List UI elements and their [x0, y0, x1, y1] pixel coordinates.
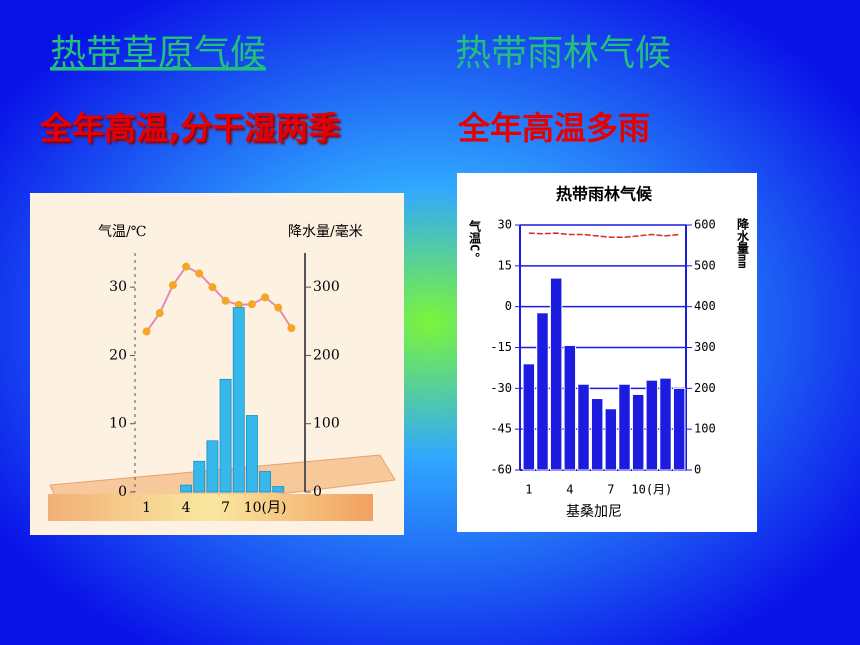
- marker: [221, 296, 230, 305]
- x-tick-label: 10(月): [244, 500, 287, 516]
- bar: [549, 277, 563, 471]
- ground-front: [48, 494, 373, 521]
- y2-tick-label: 0: [694, 463, 701, 477]
- marker: [234, 300, 243, 309]
- bar: [232, 307, 245, 493]
- marker: [208, 283, 217, 292]
- bar: [618, 383, 631, 471]
- y-tick-label: 30: [109, 279, 127, 295]
- y-tick-label: 30: [498, 218, 512, 232]
- bar: [245, 415, 258, 493]
- chart-panel: [457, 173, 757, 532]
- marker: [247, 300, 256, 309]
- y-tick-label: 20: [109, 347, 127, 363]
- y-tick-label: 0: [505, 299, 512, 313]
- y-tick-label: 15: [498, 258, 512, 272]
- marker: [168, 281, 177, 290]
- bar: [536, 312, 549, 471]
- chart-title: 热带雨林气候: [556, 185, 653, 204]
- bar: [563, 344, 577, 471]
- y-tick-label: -30: [490, 381, 512, 395]
- bar: [577, 383, 590, 471]
- y2-tick-label: 100: [313, 416, 340, 432]
- bar: [590, 398, 604, 471]
- subheading: 全年高温多雨: [457, 109, 650, 147]
- marker: [287, 324, 296, 333]
- bar: [659, 377, 672, 471]
- bar: [272, 486, 285, 493]
- marker: [142, 327, 151, 336]
- x-tick-label: 1: [525, 483, 532, 497]
- x-tick-label: 7: [221, 500, 230, 516]
- y2-tick-label: 300: [694, 340, 716, 354]
- bar: [672, 387, 686, 471]
- marker: [182, 262, 191, 271]
- marker: [261, 293, 270, 302]
- bar: [180, 484, 193, 493]
- x-tick-label: 1: [142, 500, 151, 516]
- x-tick-label: 4: [182, 500, 191, 516]
- x-axis-label: 基桑加尼: [566, 503, 622, 520]
- bar: [631, 393, 645, 471]
- y2-tick-label: 200: [313, 347, 340, 363]
- y2-tick-label: 0: [313, 484, 322, 500]
- y-tick-label: -15: [490, 340, 512, 354]
- line: [528, 232, 680, 238]
- y-axis-label: 气温C°: [468, 219, 482, 259]
- x-tick-label: 7: [607, 483, 614, 497]
- y2-tick-label: 400: [694, 299, 716, 313]
- y2-axis-label: 降水量mm: [736, 217, 750, 269]
- bar: [645, 379, 659, 471]
- y2-axis-label: 降水量/毫米: [288, 223, 363, 240]
- y2-tick-label: 500: [694, 258, 716, 272]
- marker: [274, 303, 283, 312]
- x-tick-label: 10(月): [631, 483, 672, 497]
- y2-tick-label: 200: [694, 381, 716, 395]
- marker: [155, 309, 164, 318]
- y-tick-label: 0: [118, 484, 127, 500]
- y2-tick-label: 100: [694, 422, 716, 436]
- heading: 热带雨林气候: [455, 33, 671, 74]
- bar: [259, 471, 272, 493]
- y-tick-label: -60: [490, 463, 512, 477]
- marker: [195, 269, 204, 278]
- y-tick-label: -45: [490, 422, 512, 436]
- bar: [193, 460, 206, 493]
- bar: [206, 440, 219, 493]
- subheading: 全年高温,分干湿两季: [39, 109, 340, 147]
- y2-tick-label: 600: [694, 218, 716, 232]
- y-axis-label: 气温/℃: [98, 224, 146, 240]
- y-tick-label: 10: [109, 416, 127, 432]
- bar: [604, 408, 618, 471]
- x-tick-label: 4: [566, 483, 573, 497]
- heading: 热带草原气候: [50, 33, 266, 74]
- bar: [522, 363, 536, 471]
- bar: [219, 378, 232, 493]
- y2-tick-label: 300: [313, 279, 340, 295]
